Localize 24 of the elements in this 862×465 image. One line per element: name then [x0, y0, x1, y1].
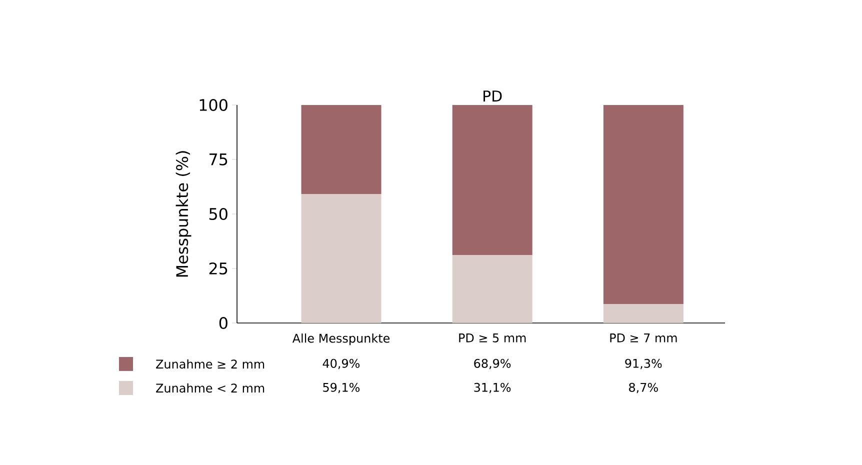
y-tick-label: 25: [209, 262, 228, 275]
data-label: 59,1%: [323, 382, 360, 394]
y-tick-label: 50: [209, 208, 228, 220]
bar: [301, 194, 382, 323]
bar: [301, 104, 382, 194]
data-label: 91,3%: [625, 358, 662, 370]
x-tick-label: PD ≥ 5 mm: [459, 334, 526, 342]
y-tick-label: 0: [219, 316, 228, 330]
bar: [452, 255, 532, 323]
bar: [603, 104, 684, 304]
data-label: 31,1%: [474, 382, 511, 394]
y-tick-label: 75: [210, 154, 228, 166]
x-tick-label: PD ≥ 7 mm: [610, 334, 677, 342]
bar: [603, 304, 684, 323]
data-label: 8,7%: [629, 382, 658, 394]
data-label: 40,9%: [322, 358, 360, 370]
chart-title: PD: [484, 90, 502, 102]
data-label: 68,9%: [474, 358, 511, 370]
y-tick-label: 100: [200, 98, 228, 112]
legend-label: Zunahme < 2 mm: [156, 383, 264, 393]
bar: [452, 104, 532, 256]
y-axis-title: Messpunkte (%): [176, 151, 192, 277]
legend-label: Zunahme ≥ 2 mm: [156, 359, 264, 369]
x-tick-label: Alle Messpunkte: [292, 334, 390, 346]
